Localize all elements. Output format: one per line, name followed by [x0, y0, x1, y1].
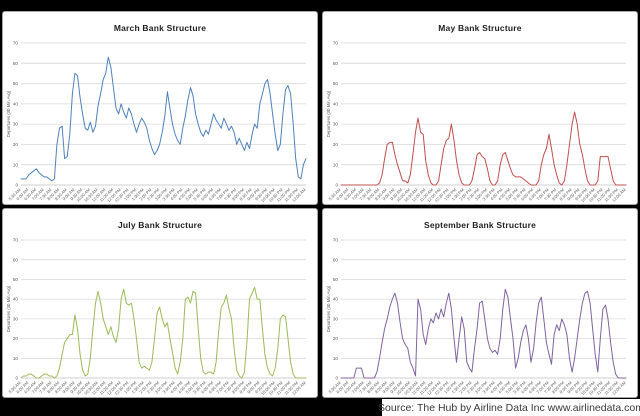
may-series-line	[340, 111, 627, 186]
svg-text:0: 0	[335, 183, 338, 188]
svg-text:30: 30	[333, 317, 339, 322]
july-chart-panel: July Bank Structure 0 10 20 30 40 50 60 70 Depar…	[2, 208, 318, 398]
gridlines	[341, 239, 626, 379]
march-chart-panel: March Bank Structure 0 10 20 30 40 50 60 70 Depa…	[2, 11, 318, 205]
march-series-line	[20, 56, 307, 182]
july-series-line	[20, 286, 307, 379]
svg-text:50: 50	[333, 277, 339, 282]
svg-text:40: 40	[333, 297, 339, 302]
svg-text:70: 70	[333, 41, 339, 46]
svg-text:50: 50	[13, 277, 19, 282]
svg-text:40: 40	[13, 297, 19, 302]
svg-text:50: 50	[13, 81, 19, 86]
y-axis-title: Departures (30 Min Avg)	[326, 90, 331, 137]
svg-text:40: 40	[333, 102, 339, 107]
y-axis-title: Departures (30 Min Avg)	[6, 285, 11, 332]
svg-text:70: 70	[333, 238, 339, 243]
svg-text:40: 40	[13, 102, 19, 107]
gridlines	[341, 42, 626, 186]
source-attribution: Source: The Hub by Airline Data Inc www.…	[378, 399, 640, 416]
y-axis-labels: 0 10 20 30 40 50 60 70	[13, 238, 19, 381]
svg-text:30: 30	[333, 122, 339, 127]
september-chart-title: September Bank Structure	[423, 220, 537, 230]
july-chart-title: July Bank Structure	[117, 220, 203, 230]
svg-text:30: 30	[13, 317, 19, 322]
svg-text:10: 10	[333, 356, 339, 361]
svg-text:20: 20	[13, 142, 19, 147]
svg-text:0: 0	[15, 183, 18, 188]
gridlines	[21, 42, 306, 186]
x-axis-labels: 5:30 AM6:00 AM6:30 AM7:00 AM7:30 AM8:00 …	[8, 187, 308, 203]
may-chart-panel: May Bank Structure 0 10 20 30 40 50 60 70 Depart…	[322, 11, 638, 205]
svg-text:0: 0	[15, 376, 18, 381]
svg-text:70: 70	[13, 41, 19, 46]
x-axis-labels: 5:30 AM6:00 AM6:30 AM7:00 AM7:30 AM8:00 …	[328, 187, 628, 203]
svg-text:10: 10	[13, 162, 19, 167]
y-axis-title: Departures (30 Min Avg)	[6, 90, 11, 137]
svg-text:60: 60	[13, 61, 19, 66]
gridlines	[21, 239, 306, 379]
svg-text:70: 70	[13, 238, 19, 243]
svg-text:20: 20	[333, 142, 339, 147]
svg-text:60: 60	[333, 257, 339, 262]
july-chart: 0 10 20 30 40 50 60 70 Departures (30 Min Avg) 5:…	[6, 238, 308, 397]
svg-text:20: 20	[333, 336, 339, 341]
may-chart-title: May Bank Structure	[438, 23, 522, 33]
y-axis-labels: 0 10 20 30 40 50 60 70	[13, 41, 19, 188]
svg-text:20: 20	[13, 336, 19, 341]
svg-text:60: 60	[13, 257, 19, 262]
march-chart-title: March Bank Structure	[113, 23, 207, 33]
y-axis-labels: 0 10 20 30 40 50 60 70	[333, 41, 339, 188]
september-series-line	[340, 288, 627, 379]
svg-text:60: 60	[333, 61, 339, 66]
y-axis-labels: 0 10 20 30 40 50 60 70	[333, 238, 339, 381]
svg-text:50: 50	[333, 81, 339, 86]
september-chart-panel: September Bank Structure 0 10 20 30 40 50 60 70…	[322, 208, 638, 398]
svg-text:0: 0	[335, 376, 338, 381]
svg-text:10: 10	[333, 162, 339, 167]
y-axis-title: Departures (30 Min Avg)	[326, 285, 331, 332]
march-chart: 0 10 20 30 40 50 60 70 Departures (30 Min Avg) 5:…	[6, 41, 308, 204]
may-chart: 0 10 20 30 40 50 60 70 Departures (30 Min Avg) 5:…	[326, 41, 628, 204]
svg-text:10: 10	[13, 356, 19, 361]
x-axis-labels: 5:30 AM6:00 AM6:30 AM7:00 AM7:30 AM8:00 …	[328, 380, 628, 396]
svg-text:30: 30	[13, 122, 19, 127]
september-chart: 0 10 20 30 40 50 60 70 Departures (30 Min Avg) 5:…	[326, 238, 628, 397]
x-axis-labels: 5:30 AM6:00 AM6:30 AM7:00 AM7:30 AM8:00 …	[8, 380, 308, 396]
source-text: Source: The Hub by Airline Data Inc www.…	[378, 401, 640, 414]
